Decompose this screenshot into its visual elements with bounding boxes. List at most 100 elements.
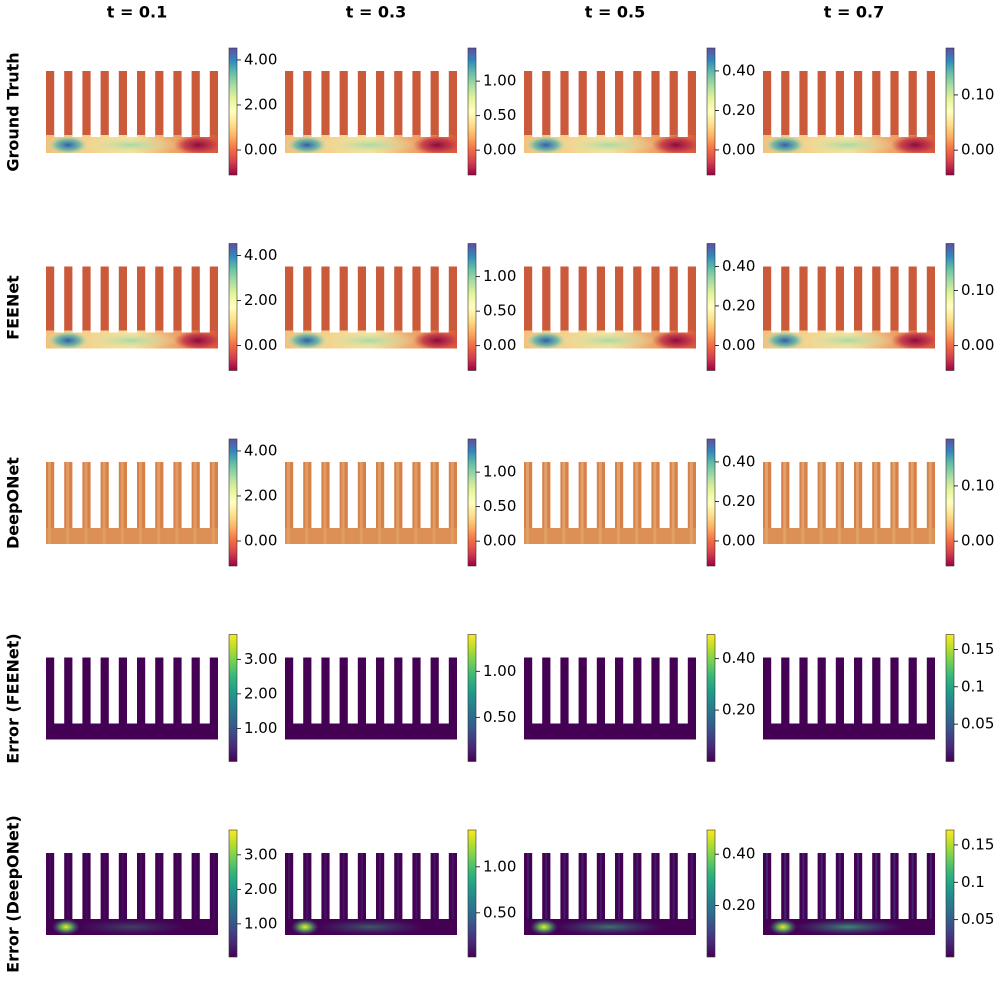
colorbar-tick-label: 0.00 [961,141,994,159]
colorbar-tick-label: 0.10 [961,281,994,299]
field-blob [891,135,935,153]
field-plot [524,657,696,740]
field-texture [526,462,529,544]
colorbar-tick-label: 2.00 [244,684,277,702]
row-label: DeepONet [4,457,23,549]
colorbar [467,47,477,176]
field-texture [581,853,584,919]
field-texture [450,462,454,544]
column-title: t = 0.3 [346,3,407,22]
field-texture [856,462,859,544]
field-texture [397,853,400,919]
field-texture [802,853,805,919]
column-title: t = 0.7 [824,3,885,22]
field-plot [763,853,935,935]
field-texture [636,853,639,919]
field-plot [763,462,935,544]
field-texture [837,462,841,544]
field-texture [892,462,896,544]
field-texture [618,853,620,919]
field-blob [413,135,457,153]
field-blob [559,331,659,349]
field-blob [285,330,329,349]
field-blob [46,135,90,153]
field-plot [46,266,219,349]
field-texture [157,462,161,544]
row-label: Error (DeepONet) [4,815,23,973]
field-blob [81,136,181,153]
colorbar-tick-label: 0.50 [483,497,516,515]
field-texture [654,853,657,919]
colorbar-tick-label: 2.00 [244,486,277,504]
field-texture [527,853,529,919]
field-blob [524,330,568,349]
field-texture [415,853,418,919]
field-texture [910,462,914,544]
colorbar-tick-label: 0.15 [961,640,994,658]
field-texture [48,462,51,544]
field-texture [544,462,548,544]
field-texture [617,462,620,544]
field-blob [320,331,420,349]
colorbar-tick-label: 4.00 [244,50,277,68]
field-texture [85,853,88,919]
field-texture [140,853,142,919]
field-texture [193,462,197,544]
colorbar [706,243,716,371]
colorbar-tick-label: 0.05 [961,910,994,928]
field-texture [305,462,309,544]
field-texture [432,462,436,544]
colorbar-tick-label: 0.00 [961,336,994,354]
colorbar-tick-label: 3.00 [244,845,277,863]
field-texture [929,853,932,919]
colorbar [228,243,238,371]
field-texture [875,853,878,919]
colorbar-tick-label: 0.05 [961,715,994,733]
colorbar [228,634,238,762]
colorbar [467,438,477,567]
field-texture [801,462,805,544]
field-texture [139,462,142,544]
field-blob [52,919,80,935]
field-texture [689,462,693,544]
colorbar-tick-label: 1.00 [483,463,516,481]
colorbar [467,829,477,958]
colorbar-tick-label: 0.50 [483,106,516,124]
colorbar-tick-label: 0.1 [961,873,985,891]
colorbar-tick-label: 0.00 [722,336,755,354]
field-texture [820,853,823,919]
field-texture [690,853,693,919]
row-label: Error (FEENet) [4,633,23,763]
field-texture [671,462,675,544]
field-texture [66,462,70,544]
colorbar [945,634,955,762]
colorbar-tick-label: 4.00 [244,441,277,459]
colorbar [706,829,716,958]
field-texture [103,853,106,919]
colorbar-tick-label: 1.00 [483,662,516,680]
field-texture [545,853,548,919]
field-background [46,657,218,740]
field-plot [524,462,696,544]
field-texture [857,853,859,919]
field-blob [174,135,219,153]
colorbar-tick-label: 0.00 [244,336,277,354]
colorbar-tick-label: 0.20 [722,492,755,510]
field-texture [306,853,309,919]
field-background [763,657,935,740]
field-texture [84,462,88,544]
colorbar-tick-label: 0.40 [722,452,755,470]
field-texture [765,462,768,544]
field-texture [396,462,400,544]
colorbar-tick-label: 1.00 [483,267,516,285]
row-label: FEENet [4,275,23,340]
field-blob [763,330,807,349]
field-plot [46,71,219,153]
field-plot [46,853,218,935]
colorbar-tick-label: 0.50 [483,903,516,921]
field-texture [635,462,639,544]
field-texture [379,853,381,919]
field-texture [414,462,418,544]
colorbar [467,243,477,371]
field-texture [67,853,70,919]
